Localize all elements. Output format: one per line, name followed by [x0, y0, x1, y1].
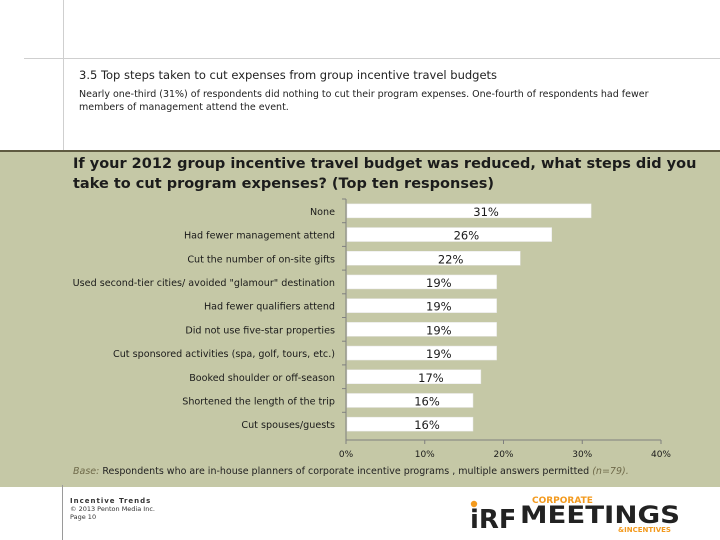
- data-label: 16%: [414, 418, 440, 432]
- section-description: Nearly one-third (31%) of respondents di…: [79, 89, 649, 113]
- data-label: 17%: [418, 371, 444, 385]
- chart-question: If your 2012 group incentive travel budg…: [73, 156, 697, 192]
- bar: [346, 251, 521, 266]
- footer-divider: [62, 485, 63, 540]
- category-label: Had fewer management attend: [184, 231, 335, 242]
- bar: [346, 322, 497, 337]
- bar: [346, 298, 497, 313]
- footer-page-number: Page 10: [70, 513, 97, 521]
- data-label: 31%: [473, 205, 499, 219]
- x-tick-label: 40%: [651, 450, 671, 460]
- bar: [346, 274, 497, 290]
- section-title: 3.5 Top steps taken to cut expenses from…: [79, 68, 498, 82]
- x-tick-label: 10%: [415, 450, 435, 460]
- footer-copyright: © 2013 Penton Media Inc.: [70, 505, 155, 513]
- x-tick-label: 0%: [339, 450, 354, 460]
- category-label: Had fewer qualifiers attend: [204, 302, 335, 313]
- bar: [346, 416, 474, 432]
- corporate-meetings-logo: CORPORATE MEETINGS &INCENTIVES: [520, 496, 680, 534]
- data-label: 19%: [426, 276, 452, 290]
- category-label: None: [310, 207, 335, 218]
- footer: Incentive Trends © 2013 Penton Media Inc…: [70, 497, 155, 521]
- data-label: 26%: [454, 229, 480, 243]
- category-label: Did not use five-star properties: [185, 325, 335, 336]
- logo-incentives-text: &INCENTIVES: [618, 526, 671, 534]
- data-label: 19%: [426, 347, 452, 361]
- bar: [346, 369, 482, 384]
- bar: [346, 203, 592, 219]
- x-tick-label: 30%: [572, 450, 592, 460]
- data-label: 16%: [414, 394, 440, 408]
- logo-meetings-text: MEETINGS: [520, 501, 680, 529]
- base-sample-size: (n=79).: [592, 466, 629, 477]
- bar: [346, 393, 474, 408]
- irf-logo-text: iRF: [470, 505, 514, 535]
- base-note: Base: Respondents who are in-house plann…: [73, 466, 629, 477]
- base-label: Base:: [73, 466, 100, 477]
- data-label: 19%: [426, 323, 452, 337]
- category-label: Cut sponsored activities (spa, golf, tou…: [113, 349, 335, 360]
- category-label: Shortened the length of the trip: [182, 396, 335, 407]
- base-text: Respondents who are in-house planners of…: [102, 466, 590, 477]
- category-label: Used second-tier cities/ avoided "glamou…: [73, 278, 335, 289]
- data-label: 19%: [426, 300, 452, 314]
- category-label: Cut spouses/guests: [241, 420, 335, 431]
- category-label: Booked shoulder or off-season: [189, 373, 335, 384]
- decorative-vertical-rule: [63, 0, 64, 150]
- bar: [346, 345, 497, 361]
- bar: [346, 227, 552, 242]
- irf-logo: iRF: [470, 500, 514, 535]
- decorative-horizontal-rule: [24, 58, 720, 59]
- x-tick-label: 20%: [493, 450, 513, 460]
- data-label: 22%: [438, 252, 464, 266]
- category-label: Cut the number of on-site gifts: [187, 254, 335, 265]
- logo-corporate-text: CORPORATE: [532, 496, 593, 506]
- footer-brand: Incentive Trends: [70, 497, 152, 505]
